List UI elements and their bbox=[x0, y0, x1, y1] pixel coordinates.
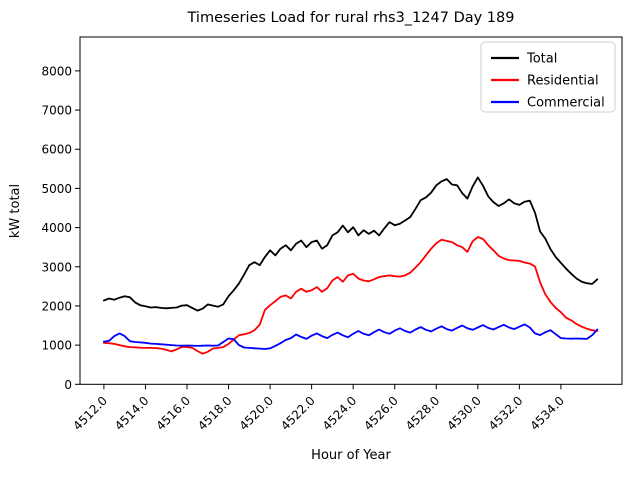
x-tick-label: 4516.0 bbox=[154, 394, 194, 434]
y-tick-label: 3000 bbox=[41, 260, 72, 274]
x-tick-label: 4514.0 bbox=[112, 394, 152, 434]
x-tick-label: 4532.0 bbox=[486, 394, 526, 434]
x-tick-label: 4526.0 bbox=[361, 394, 401, 434]
y-tick-label: 5000 bbox=[41, 182, 72, 196]
x-tick-label: 4522.0 bbox=[278, 394, 318, 434]
y-tick-label: 4000 bbox=[41, 221, 72, 235]
y-tick-label: 2000 bbox=[41, 299, 72, 313]
x-tick-label: 4534.0 bbox=[527, 394, 567, 434]
y-tick-label: 0 bbox=[64, 378, 72, 392]
x-tick-label: 4524.0 bbox=[320, 394, 360, 434]
series-line-residential bbox=[103, 236, 599, 355]
legend-label-residential: Residential bbox=[527, 74, 599, 89]
x-tick-label: 4530.0 bbox=[444, 394, 484, 434]
legend-label-commercial: Commercial bbox=[527, 96, 605, 111]
x-tick-label: 4518.0 bbox=[195, 394, 235, 434]
x-axis-label: Hour of Year bbox=[311, 448, 391, 463]
series-line-commercial bbox=[103, 323, 599, 350]
x-tick-label: 4528.0 bbox=[403, 394, 443, 434]
x-tick-label: 4520.0 bbox=[237, 394, 277, 434]
y-tick-label: 7000 bbox=[41, 104, 72, 118]
y-tick-label: 8000 bbox=[41, 64, 72, 78]
x-tick-label: 4512.0 bbox=[70, 394, 110, 434]
chart-title: Timeseries Load for rural rhs3_1247 Day … bbox=[187, 10, 515, 26]
y-tick-label: 6000 bbox=[41, 143, 72, 157]
legend-label-total: Total bbox=[526, 52, 557, 67]
y-tick-label: 1000 bbox=[41, 339, 72, 353]
series-line-total bbox=[103, 176, 599, 312]
y-axis-label: kW total bbox=[8, 184, 23, 238]
legend-box bbox=[480, 41, 616, 113]
